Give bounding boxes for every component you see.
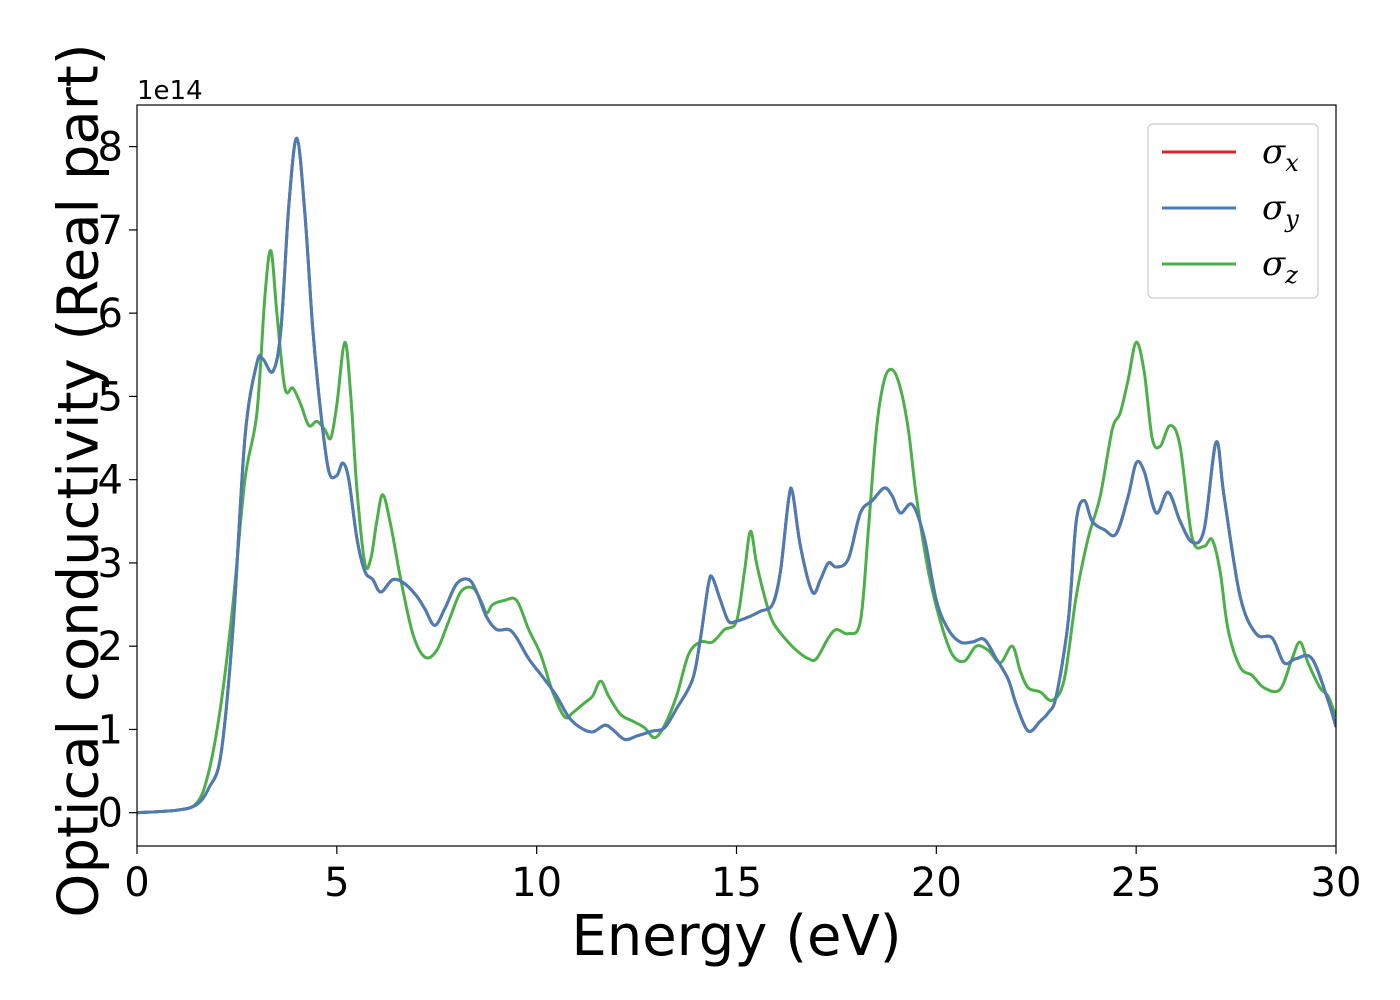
y-tick-label: 2 xyxy=(98,624,123,670)
series-line-y xyxy=(137,136,1336,815)
x-tick-label: 25 xyxy=(1111,860,1162,906)
y-tick-label: 6 xyxy=(98,291,123,337)
y-tick-label: 5 xyxy=(98,374,123,420)
series-line-z xyxy=(137,249,1336,815)
plot-series-group xyxy=(137,136,1336,815)
y-tick-label: 4 xyxy=(98,458,123,504)
legend: σx σy σz xyxy=(1147,123,1319,299)
y-tick-label: 8 xyxy=(98,125,123,171)
x-axis-ticks: 0 5 10 15 20 25 30 xyxy=(124,846,1361,906)
y-tick-label: 0 xyxy=(98,791,123,837)
y-axis-ticks: 0 1 2 3 4 5 6 7 8 xyxy=(98,125,137,837)
x-axis-title: Energy (eV) xyxy=(571,904,901,969)
x-tick-label: 10 xyxy=(511,860,562,906)
x-tick-label: 30 xyxy=(1311,860,1362,906)
x-tick-label: 5 xyxy=(324,860,349,906)
legend-label-z: σz xyxy=(1262,244,1298,289)
x-tick-label: 20 xyxy=(911,860,962,906)
y-axis-offset-label: 1e14 xyxy=(137,76,203,106)
y-axis-title: Optical conductivity (Real part) xyxy=(47,43,112,917)
legend-label-y: σy xyxy=(1262,188,1299,233)
x-tick-label: 15 xyxy=(711,860,762,906)
x-tick-label: 0 xyxy=(124,860,149,906)
legend-label-x: σx xyxy=(1262,132,1299,177)
y-tick-label: 1 xyxy=(98,707,123,753)
y-tick-label: 3 xyxy=(98,541,123,587)
y-tick-label: 7 xyxy=(98,208,123,254)
legend-box xyxy=(1147,123,1319,299)
